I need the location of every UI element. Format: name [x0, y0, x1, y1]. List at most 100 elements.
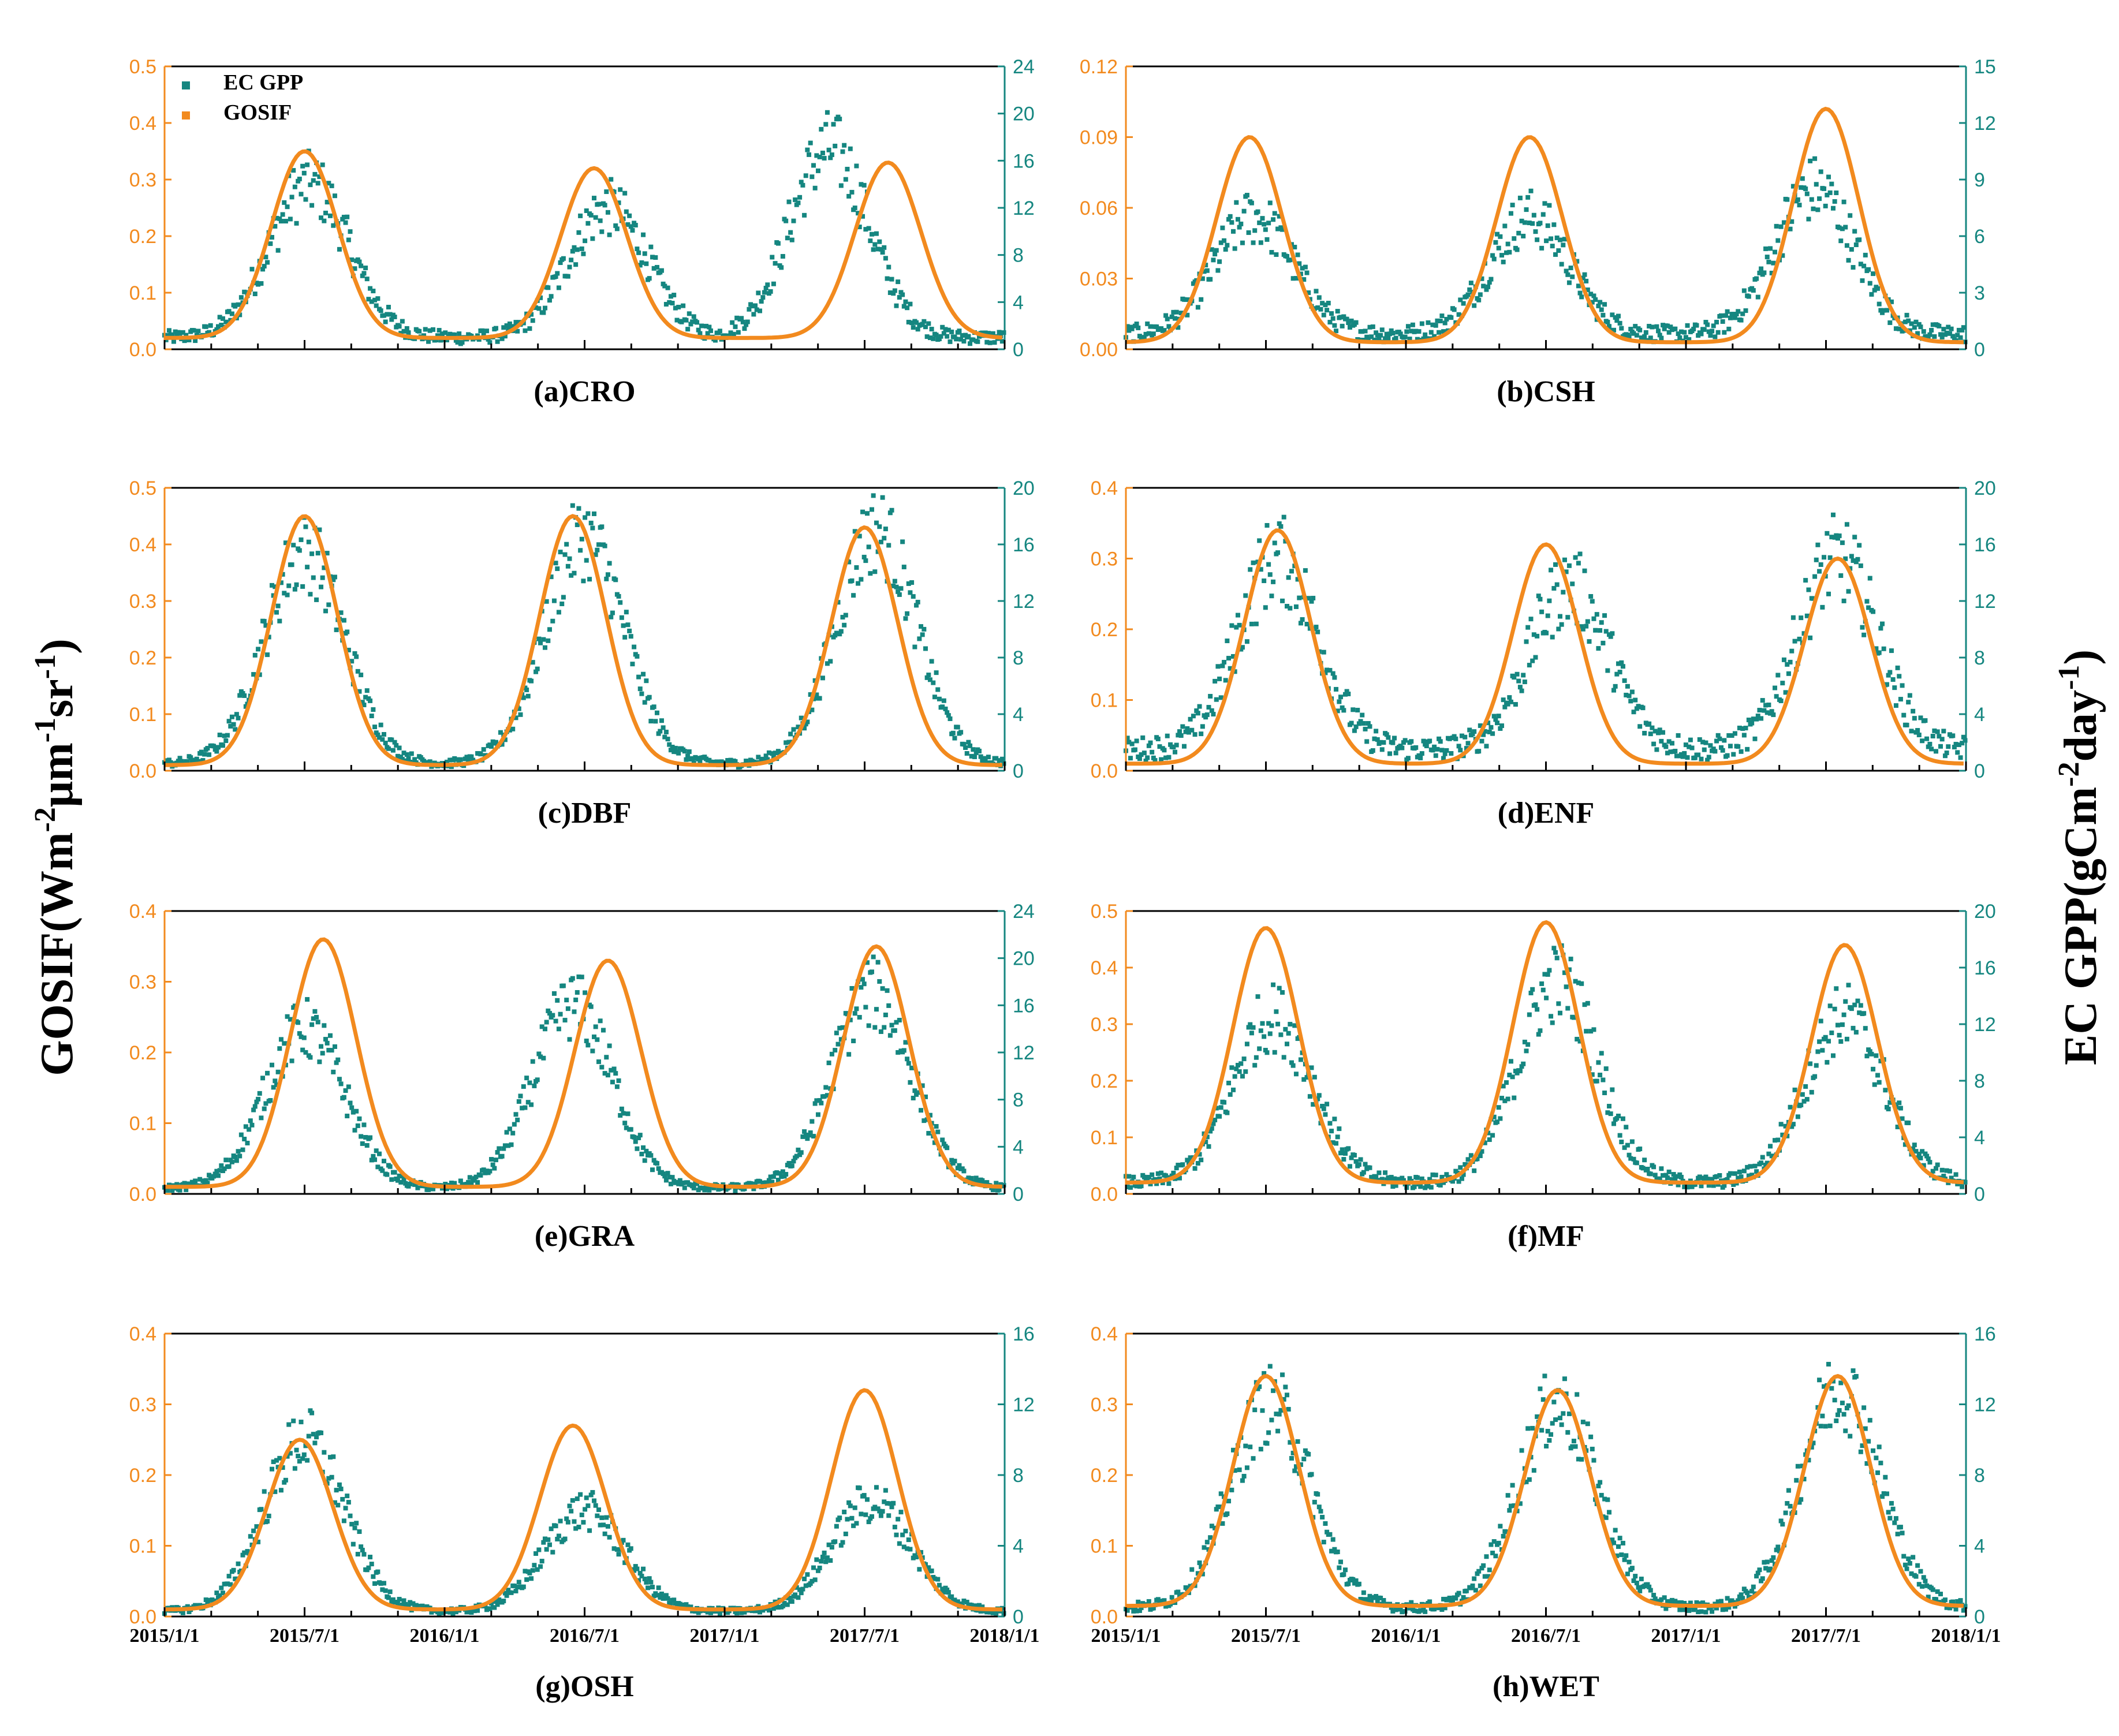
- gpp-point: [274, 1458, 279, 1463]
- gpp-point: [308, 1408, 313, 1413]
- gpp-point: [1154, 1181, 1159, 1186]
- gpp-point: [452, 756, 457, 761]
- gpp-point: [1897, 1100, 1902, 1106]
- gpp-point: [922, 626, 927, 632]
- gpp-point: [1713, 749, 1718, 754]
- gpp-point: [501, 325, 506, 330]
- gpp-point: [312, 1009, 318, 1014]
- gpp-point: [1746, 718, 1751, 723]
- gpp-point: [521, 1584, 526, 1589]
- gpp-point: [838, 1543, 844, 1548]
- gpp-point: [1226, 1080, 1232, 1085]
- gpp-point: [1329, 1548, 1334, 1554]
- gpp-point: [1740, 311, 1745, 316]
- gpp-point: [929, 659, 934, 664]
- gpp-point: [392, 1170, 397, 1175]
- gpp-point: [1125, 736, 1130, 741]
- gpp-point: [488, 744, 494, 749]
- gpp-point: [556, 610, 561, 615]
- gpp-point: [297, 177, 302, 182]
- gpp-point: [259, 281, 264, 286]
- gpp-point: [1530, 987, 1535, 992]
- gpp-point: [955, 1599, 960, 1604]
- gpp-point: [406, 330, 411, 335]
- gpp-point: [240, 1552, 245, 1558]
- gpp-point: [833, 143, 838, 148]
- gpp-point: [273, 1489, 278, 1494]
- gpp-point: [1169, 314, 1174, 319]
- gpp-point: [641, 1145, 646, 1150]
- gpp-point: [1409, 739, 1414, 744]
- gpp-point: [538, 640, 543, 645]
- gpp-point: [1415, 1175, 1420, 1180]
- gpp-point: [1800, 176, 1805, 181]
- gpp-point: [553, 1018, 558, 1024]
- gpp-point: [1321, 1540, 1326, 1545]
- gpp-point: [1853, 1373, 1859, 1379]
- gpp-point: [1364, 739, 1370, 744]
- gpp-point: [1941, 729, 1946, 734]
- gpp-point: [331, 1454, 336, 1459]
- gpp-point: [811, 163, 816, 168]
- gpp-point: [762, 290, 767, 295]
- gpp-point: [1788, 226, 1793, 232]
- gpp-point: [317, 1059, 322, 1065]
- gpp-point: [1257, 220, 1262, 225]
- gpp-point: [207, 752, 212, 757]
- gpp-point: [851, 1039, 856, 1044]
- gpp-point: [174, 1182, 180, 1187]
- gpp-point: [1423, 332, 1428, 337]
- gpp-point: [817, 696, 822, 701]
- gpp-point: [611, 1066, 617, 1072]
- gpp-point: [1564, 569, 1569, 574]
- gpp-point: [268, 1098, 273, 1103]
- gpp-point: [971, 747, 976, 752]
- gpp-point: [1723, 1607, 1728, 1612]
- gpp-point: [1631, 710, 1636, 715]
- gpp-point: [1591, 293, 1596, 298]
- gpp-point: [1505, 701, 1510, 707]
- gpp-point: [1678, 1600, 1684, 1605]
- gpp-point: [1143, 758, 1148, 763]
- x-tick-label: 2017/1/1: [1651, 1625, 1721, 1647]
- gpp-point: [1741, 288, 1747, 293]
- gpp-point: [1725, 753, 1730, 758]
- gpp-point: [648, 719, 654, 724]
- gpp-point: [690, 756, 695, 761]
- gpp-point: [1493, 1554, 1498, 1559]
- gpp-point: [515, 1117, 520, 1122]
- gpp-point: [1934, 1597, 1939, 1602]
- gpp-point: [866, 1520, 871, 1525]
- gpp-point: [499, 1153, 505, 1159]
- gpp-point: [550, 618, 555, 624]
- gpp-point: [662, 1174, 667, 1179]
- gpp-point: [513, 715, 518, 720]
- gpp-point: [1487, 280, 1492, 285]
- gpp-point: [1918, 715, 1923, 720]
- gpp-point: [357, 1116, 362, 1121]
- gpp-point: [1797, 1500, 1802, 1505]
- gpp-point: [1465, 741, 1471, 746]
- gpp-point: [610, 610, 615, 615]
- gpp-point: [1231, 654, 1236, 659]
- gpp-point: [1852, 229, 1857, 234]
- gpp-point: [1628, 1156, 1633, 1161]
- gpp-point: [1504, 1529, 1509, 1535]
- gpp-point: [553, 561, 558, 566]
- gpp-point: [487, 1607, 493, 1612]
- gpp-point: [1616, 1544, 1621, 1549]
- gpp-point: [662, 283, 667, 289]
- gpp-point: [1202, 1545, 1207, 1550]
- gpp-point: [1656, 328, 1661, 334]
- gpp-point: [535, 1567, 540, 1572]
- gpp-point: [1603, 1515, 1609, 1520]
- gpp-point: [1937, 734, 1942, 739]
- gpp-point: [728, 330, 733, 335]
- gpp-point: [1766, 702, 1771, 707]
- gpp-point: [866, 1023, 871, 1028]
- gpp-point: [252, 652, 258, 658]
- gpp-point: [1801, 1099, 1807, 1104]
- gpp-point: [1433, 753, 1438, 758]
- gpp-point: [579, 536, 584, 542]
- gpp-point: [1516, 678, 1521, 684]
